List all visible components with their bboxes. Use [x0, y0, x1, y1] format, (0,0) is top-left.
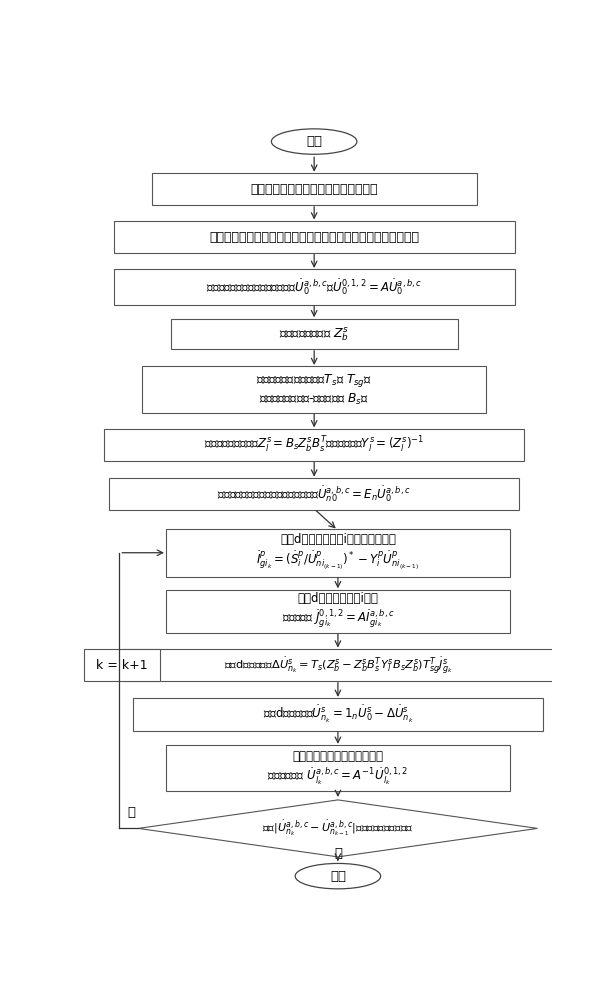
FancyBboxPatch shape: [151, 173, 477, 205]
FancyBboxPatch shape: [166, 745, 510, 791]
Text: 入口: 入口: [306, 135, 322, 148]
FancyBboxPatch shape: [170, 319, 458, 349]
Text: 确定弱环配电网络的树，给节点编号。: 确定弱环配电网络的树，给节点编号。: [251, 183, 378, 196]
Text: 计算d次迭代时节点i注入的各相电流
$\dot{I}_{gi_k}^p = (\dot{S}_i^p/\dot{U}_{ni_{(k-1)}}^p)^* - Y: 计算d次迭代时节点i注入的各相电流 $\dot{I}_{gi_k}^p = (\…: [256, 533, 419, 572]
Text: 计算三序网络的道路矩阵$T_s$和 $T_{sg}$，
计算三序网络的回-支关联矩阵 $B_s$。: 计算三序网络的道路矩阵$T_s$和 $T_{sg}$， 计算三序网络的回-支关联…: [256, 372, 372, 407]
FancyBboxPatch shape: [104, 429, 524, 461]
Text: 计算回路序阻抗矩阵$Z_l^s = B_sZ_b^sB_s^T$，及其逆矩阵$Y_l^s = (Z_l^s)^{-1}$: 计算回路序阻抗矩阵$Z_l^s = B_sZ_b^sB_s^T$，及其逆矩阵$Y…: [204, 435, 424, 455]
FancyBboxPatch shape: [84, 649, 159, 681]
Text: 否: 否: [128, 806, 135, 820]
Text: 确定弱环配电网拓扑结构参数，包括节点数，支路数，回路数。: 确定弱环配电网拓扑结构参数，包括节点数，支路数，回路数。: [209, 231, 419, 244]
Text: 计算三序网络参数 $Z_b^s$: 计算三序网络参数 $Z_b^s$: [279, 325, 349, 343]
Text: 是: 是: [334, 847, 342, 860]
Text: 计算d次迭代时的$\Delta\dot{U}_{n_k}^s = T_s(Z_b^s - Z_b^sB_s^TY_l^sB_sZ_b^s)T_{sg}^T\do: 计算d次迭代时的$\Delta\dot{U}_{n_k}^s = T_s(Z_b…: [224, 655, 452, 676]
Ellipse shape: [295, 863, 381, 889]
Text: 判断$|\dot{U}_{n_k}^{a,b,c} - \dot{U}_{n_{k-1}}^{a,b,c}|$是否满足收敛精度要求: 判断$|\dot{U}_{n_k}^{a,b,c} - \dot{U}_{n_{…: [262, 819, 414, 838]
Text: 基于逆变换计算次迭代时节点
三相电压相量 $\dot{U}_{l_k}^{a,b,c} = A^{-1}\dot{U}_{l_k}^{0,1,2}$: 基于逆变换计算次迭代时节点 三相电压相量 $\dot{U}_{l_k}^{a,b…: [267, 750, 409, 787]
Text: 计算d次迭代时的$\dot{U}_{n_k}^s = 1_n\dot{U}_0^s - \Delta\dot{U}_{n_k}^s$: 计算d次迭代时的$\dot{U}_{n_k}^s = 1_n\dot{U}_0^…: [262, 704, 413, 725]
FancyBboxPatch shape: [113, 221, 515, 253]
Text: 出口: 出口: [330, 870, 346, 883]
FancyBboxPatch shape: [142, 366, 486, 413]
FancyBboxPatch shape: [166, 529, 510, 577]
Text: k = k+1: k = k+1: [96, 659, 148, 672]
FancyBboxPatch shape: [109, 478, 519, 510]
Polygon shape: [139, 800, 538, 857]
Ellipse shape: [272, 129, 357, 154]
Text: 获取网络参数，设定参考节点电压$\dot{U}_0^{a,b,c}$，$\dot{U}_0^{0,1,2}=A\dot{U}_0^{a,b,c}$: 获取网络参数，设定参考节点电压$\dot{U}_0^{a,b,c}$，$\dot…: [206, 277, 422, 297]
Text: 给弱环配电网各节点三相电压赋初始值$\dot{U}_{n0}^{a,b,c} = E_n\dot{U}_0^{a,b,c}$: 给弱环配电网各节点三相电压赋初始值$\dot{U}_{n0}^{a,b,c} =…: [217, 484, 411, 504]
FancyBboxPatch shape: [123, 649, 553, 681]
FancyBboxPatch shape: [132, 698, 543, 731]
FancyBboxPatch shape: [166, 590, 510, 633]
FancyBboxPatch shape: [113, 269, 515, 305]
Text: 计算d次迭代时节点i注入
的各序电流 $\dot{J}_{gi_k}^{0,1,2} = A\dot{I}_{gi_k}^{a,b,c}$: 计算d次迭代时节点i注入 的各序电流 $\dot{J}_{gi_k}^{0,1,…: [281, 592, 394, 630]
